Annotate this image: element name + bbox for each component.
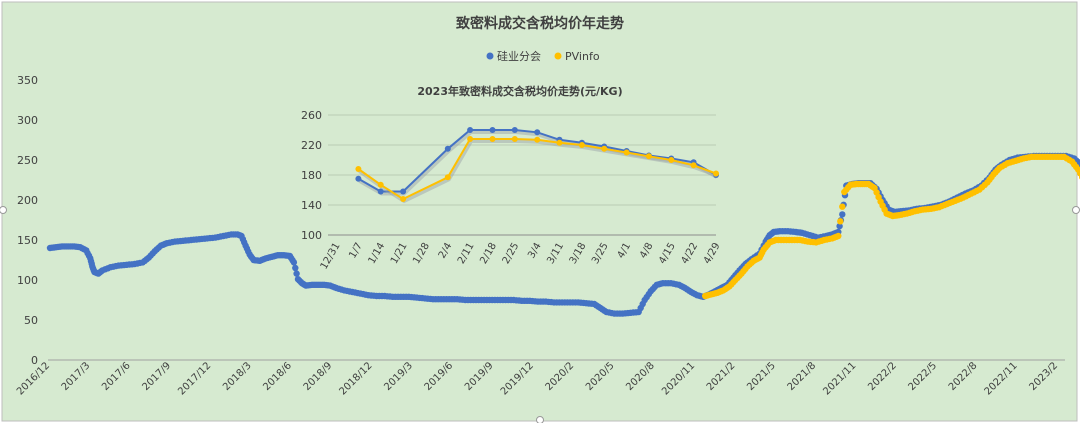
- resize-handle-right[interactable]: [1072, 206, 1080, 214]
- inset-y-tick-label: 260: [301, 109, 322, 122]
- inset-data-point: [511, 136, 518, 142]
- inset-data-point: [377, 181, 384, 188]
- data-point: [836, 222, 843, 230]
- inset-data-point: [467, 127, 474, 133]
- resize-handle-left[interactable]: [0, 206, 7, 214]
- inset-y-tick-label: 100: [301, 229, 322, 242]
- inset-series: [355, 127, 719, 204]
- inset-chart: 2023年致密料成交含税均价走势(元/KG) 100 140 180 220 260 1…: [300, 80, 730, 276]
- inset-data-point: [377, 188, 384, 195]
- y-tick-label: 200: [17, 194, 38, 207]
- inset-data-point: [645, 153, 652, 160]
- inset-data-point: [623, 149, 630, 156]
- inset-data-point: [601, 145, 608, 152]
- inset-data-point: [355, 175, 362, 182]
- data-point: [839, 211, 846, 218]
- inset-data-point: [556, 139, 563, 146]
- inset-line: [357, 138, 717, 201]
- inset-data-point: [668, 157, 675, 163]
- inset-line: [357, 129, 717, 193]
- inset-data-point: [690, 162, 697, 169]
- legend-marker-series-1: [486, 52, 494, 60]
- inset-data-point: [489, 136, 496, 142]
- inset-data-point: [400, 196, 407, 202]
- inset-data-point: [355, 166, 362, 172]
- data-point: [837, 218, 844, 225]
- chart-title: 致密料成交含税均价年走势: [456, 15, 624, 32]
- y-tick-label: 250: [17, 154, 38, 167]
- y-tick-label: 300: [17, 114, 38, 127]
- inset-y-axis: 100 140 180 220 260: [301, 109, 322, 242]
- series-2: [702, 153, 1080, 300]
- inset-title: 2023年致密料成交含税均价走势(元/KG): [417, 84, 622, 98]
- inset-data-point: [400, 188, 407, 195]
- inset-y-tick-label: 220: [301, 139, 322, 152]
- series-1: [46, 152, 1080, 317]
- y-tick-label: 350: [17, 74, 38, 87]
- inset-data-point: [578, 142, 585, 148]
- inset-data-point: [511, 127, 518, 133]
- legend-label-series-2: PVinfo: [565, 50, 600, 63]
- data-point: [293, 270, 300, 277]
- inset-data-point: [534, 129, 541, 136]
- data-point: [839, 203, 846, 210]
- y-tick-label: 100: [17, 274, 38, 287]
- inset-data-point: [467, 136, 474, 142]
- inset-data-point: [534, 136, 541, 143]
- inset-series-2: [355, 136, 719, 204]
- y-tick-label: 150: [17, 234, 38, 247]
- inset-data-point: [713, 170, 719, 177]
- inset-y-tick-label: 140: [301, 199, 322, 212]
- inset-line-shadow: [358, 139, 718, 204]
- inset-data-point: [444, 145, 451, 152]
- main-y-axis: 0 50 100 150 200 250 300 350: [17, 74, 38, 367]
- data-point: [1077, 170, 1080, 177]
- legend-marker-series-2: [554, 52, 562, 60]
- main-series: [46, 152, 1080, 317]
- y-tick-label: 0: [31, 354, 38, 367]
- inset-y-tick-label: 180: [301, 169, 322, 182]
- legend-label-series-1: 硅业分会: [497, 50, 541, 63]
- legend: 硅业分会 PVinfo: [486, 50, 600, 63]
- inset-gridlines: [328, 114, 716, 236]
- data-point: [292, 264, 299, 272]
- resize-handle-bottom[interactable]: [536, 416, 544, 424]
- inset-data-point: [444, 174, 451, 181]
- data-point: [290, 259, 298, 266]
- y-tick-label: 50: [24, 314, 38, 327]
- data-point: [835, 232, 842, 240]
- inset-data-point: [489, 127, 496, 133]
